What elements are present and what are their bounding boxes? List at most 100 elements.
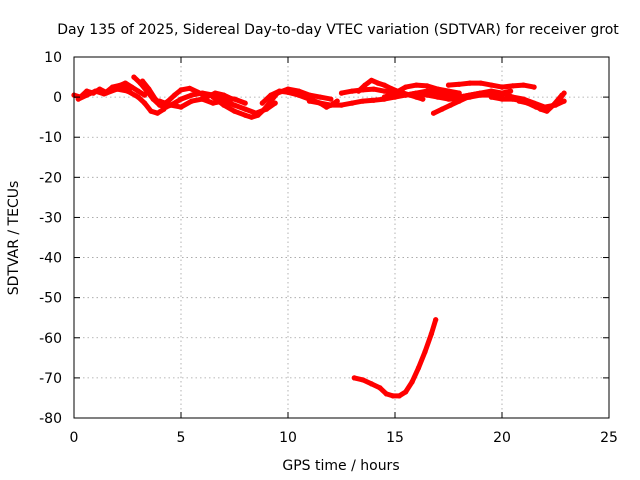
y-tick-label: 10 <box>44 50 62 66</box>
data-point <box>334 98 340 104</box>
grid-lines <box>74 57 609 418</box>
data-point <box>189 98 195 104</box>
data-point <box>154 110 161 116</box>
data-point <box>296 92 302 98</box>
data-point <box>259 100 265 106</box>
data-point <box>92 88 98 94</box>
data-point <box>445 88 452 94</box>
data-point <box>456 94 462 100</box>
data-point <box>407 92 413 98</box>
data-point <box>221 92 227 98</box>
data-point <box>231 102 238 108</box>
data-point <box>135 94 141 100</box>
data-point <box>242 106 248 112</box>
data-point <box>338 102 345 108</box>
data-point <box>381 88 387 94</box>
data-point <box>221 102 227 108</box>
y-tick-label: -50 <box>39 291 62 307</box>
data-point <box>499 90 505 96</box>
data-point <box>478 80 484 86</box>
data-point <box>516 98 522 104</box>
data-point <box>381 82 387 88</box>
x-tick-label: 15 <box>386 430 404 446</box>
data-point <box>118 82 124 88</box>
data-point <box>210 94 216 100</box>
data-point <box>349 100 355 106</box>
x-tick-label: 5 <box>177 430 186 446</box>
data-point <box>499 84 505 90</box>
data-series <box>71 74 567 399</box>
data-point <box>306 98 312 104</box>
x-tick-label: 0 <box>70 430 79 446</box>
data-point <box>255 112 261 118</box>
data-point <box>328 102 334 108</box>
data-point <box>249 114 255 120</box>
data-point <box>467 92 473 98</box>
data-point <box>189 92 195 98</box>
data-point <box>114 86 120 92</box>
data-point <box>328 96 334 102</box>
data-point <box>272 100 278 106</box>
y-tick-label: -80 <box>39 411 62 427</box>
data-point <box>195 89 201 95</box>
data-point <box>388 85 394 91</box>
data-point <box>413 94 419 100</box>
data-point <box>377 385 383 391</box>
data-point <box>167 102 173 108</box>
data-point <box>178 87 184 93</box>
y-tick-label: -20 <box>39 170 62 186</box>
chart-title: Day 135 of 2025, Sidereal Day-to-day VTE… <box>57 22 619 38</box>
data-point <box>371 86 377 92</box>
plot-frame <box>73 56 610 419</box>
data-point <box>351 375 357 381</box>
data-point <box>456 98 462 104</box>
data-point <box>488 94 494 100</box>
data-point <box>428 331 434 337</box>
x-tick-label: 10 <box>279 430 297 446</box>
data-point <box>439 106 445 112</box>
data-point <box>424 88 430 94</box>
data-point <box>499 96 505 102</box>
data-point <box>383 391 389 397</box>
y-tick-label: -30 <box>39 210 62 226</box>
data-point <box>178 104 184 110</box>
data-point <box>403 389 409 395</box>
data-point <box>435 86 441 92</box>
data-point <box>424 83 430 89</box>
data-point <box>433 317 439 323</box>
data-point <box>212 90 218 96</box>
data-point <box>242 100 248 106</box>
data-point <box>349 88 355 94</box>
data-point <box>84 92 90 98</box>
data-point <box>375 80 381 86</box>
y-tick-label: -70 <box>39 371 62 387</box>
data-point <box>488 82 494 88</box>
data-point <box>103 90 109 96</box>
y-axis-ticks: 10 0 -10 -20 -30 -40 -50 -60 -70 -80 <box>39 50 609 427</box>
data-point <box>409 379 415 385</box>
y-tick-label: -40 <box>39 251 62 267</box>
y-tick-label: -60 <box>39 331 62 347</box>
data-point <box>413 82 419 88</box>
data-point <box>124 88 131 94</box>
data-point <box>148 108 154 114</box>
data-point <box>510 83 516 89</box>
data-point <box>488 88 494 94</box>
data-point <box>229 96 235 102</box>
data-point <box>403 84 409 90</box>
data-point <box>276 88 282 94</box>
data-point <box>456 81 462 87</box>
data-point <box>550 102 557 108</box>
data-point <box>139 78 146 84</box>
data-point <box>131 74 137 80</box>
data-point <box>415 365 422 371</box>
data-point <box>146 86 152 92</box>
x-axis-title: GPS time / hours <box>282 458 399 474</box>
data-point <box>157 98 163 104</box>
data-point <box>508 88 514 94</box>
data-point <box>420 96 426 102</box>
data-point <box>448 102 454 108</box>
data-point <box>533 104 539 110</box>
data-point <box>368 381 375 387</box>
